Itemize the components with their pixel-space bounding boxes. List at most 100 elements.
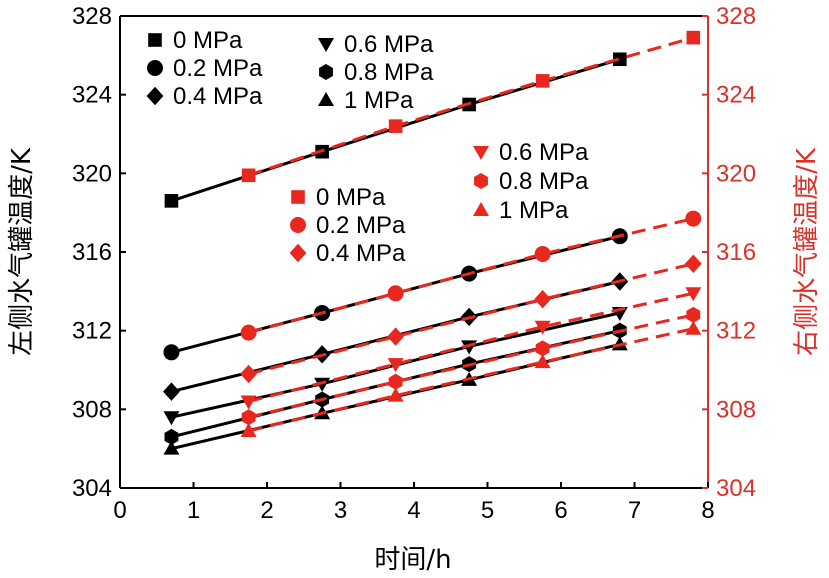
series-line-right-0-6-mpa bbox=[248, 291, 694, 403]
data-point-right-0-4-mpa bbox=[387, 327, 405, 346]
data-point-right-0-4-mpa bbox=[684, 254, 702, 273]
y-left-tick-label: 308 bbox=[72, 396, 112, 423]
y-axis-left-title: 左侧水气罐温度/K bbox=[7, 147, 37, 356]
data-point-left-0-2-mpa bbox=[163, 344, 180, 361]
x-axis-title: 时间/h bbox=[374, 545, 451, 575]
series-right-0-4-mpa bbox=[240, 254, 702, 384]
data-point-left-0-8-mpa bbox=[164, 428, 179, 445]
x-tick-label: 1 bbox=[187, 497, 200, 524]
data-point-right-0-2-mpa bbox=[240, 324, 257, 341]
data-point-right-0-8-mpa bbox=[686, 306, 701, 323]
x-tick-label: 6 bbox=[554, 497, 567, 524]
data-point-right-0-mpa bbox=[241, 168, 256, 183]
data-point-right-0-4-mpa bbox=[534, 290, 552, 309]
legend-label: 0 MPa bbox=[316, 184, 386, 211]
x-tick-label: 0 bbox=[113, 497, 126, 524]
legend-label: 0.2 MPa bbox=[316, 212, 406, 239]
series-line-right-1-mpa bbox=[248, 327, 694, 433]
y-left-tick-label: 304 bbox=[72, 475, 112, 502]
legend-marker bbox=[473, 202, 489, 216]
legend-marker bbox=[319, 64, 333, 80]
legend-marker bbox=[290, 217, 306, 233]
legend-label: 0.6 MPa bbox=[499, 139, 589, 166]
data-point-right-1-mpa bbox=[685, 320, 702, 335]
legend-label: 0.4 MPa bbox=[173, 83, 263, 110]
series-right-0-6-mpa bbox=[240, 287, 702, 410]
legend-label: 0.8 MPa bbox=[344, 59, 434, 86]
y-axis-right-title: 右侧水气罐温度/K bbox=[792, 147, 822, 356]
data-point-right-0-6-mpa bbox=[387, 358, 404, 373]
data-point-right-1-mpa bbox=[387, 387, 404, 402]
data-point-right-0-mpa bbox=[535, 74, 550, 88]
legend-marker bbox=[473, 146, 489, 160]
series-line-right-0-8-mpa bbox=[248, 313, 694, 419]
data-point-left-0-mpa bbox=[164, 194, 179, 208]
data-point-right-1-mpa bbox=[534, 354, 551, 369]
series-right-1-mpa bbox=[240, 320, 702, 437]
data-point-left-0-6-mpa bbox=[314, 377, 331, 392]
data-point-left-0-mpa bbox=[613, 52, 627, 67]
y-right-tick-label: 316 bbox=[716, 239, 756, 266]
data-point-left-1-mpa bbox=[163, 440, 180, 455]
data-point-right-0-6-mpa bbox=[534, 320, 551, 335]
data-point-right-1-mpa bbox=[240, 422, 257, 437]
data-point-right-0-2-mpa bbox=[685, 210, 702, 227]
series-group bbox=[163, 30, 702, 455]
legend-label: 0.6 MPa bbox=[344, 31, 434, 58]
data-point-right-0-mpa bbox=[388, 119, 403, 133]
legend-label: 0.8 MPa bbox=[499, 168, 589, 195]
legend-marker bbox=[318, 92, 334, 106]
x-tick-label: 8 bbox=[701, 497, 714, 524]
data-point-right-0-6-mpa bbox=[240, 395, 257, 410]
data-point-right-0-mpa bbox=[686, 30, 701, 45]
legend-marker bbox=[289, 243, 307, 263]
legend-label: 1 MPa bbox=[499, 197, 569, 224]
y-left-tick-label: 316 bbox=[72, 239, 112, 266]
data-point-right-0-6-mpa bbox=[685, 287, 702, 302]
series-right-0-8-mpa bbox=[241, 306, 701, 426]
series-right-0-2-mpa bbox=[240, 210, 702, 341]
series-right-0-mpa bbox=[241, 30, 701, 183]
data-point-right-0-8-mpa bbox=[241, 409, 256, 426]
y-left-tick-label: 312 bbox=[72, 318, 112, 345]
data-point-right-0-4-mpa bbox=[240, 364, 258, 384]
legend-label: 1 MPa bbox=[344, 87, 414, 114]
legend-label: 0.2 MPa bbox=[173, 55, 263, 82]
legend-marker bbox=[318, 38, 334, 52]
data-point-right-0-8-mpa bbox=[388, 373, 403, 390]
legend-marker bbox=[147, 60, 163, 76]
legend-marker bbox=[474, 173, 488, 189]
y-right-tick-label: 308 bbox=[716, 396, 756, 423]
data-point-right-0-2-mpa bbox=[387, 285, 404, 302]
series-line-right-0-2-mpa bbox=[248, 217, 694, 335]
y-left-tick-label: 324 bbox=[72, 82, 112, 109]
data-point-left-0-6-mpa bbox=[163, 411, 180, 426]
y-right-tick-label: 328 bbox=[716, 3, 756, 30]
legend-label: 0 MPa bbox=[173, 27, 243, 54]
y-right-tick-label: 324 bbox=[716, 82, 756, 109]
data-point-right-0-2-mpa bbox=[534, 245, 551, 262]
x-tick-label: 5 bbox=[481, 497, 494, 524]
y-right-tick-label: 304 bbox=[716, 475, 756, 502]
y-left-tick-label: 328 bbox=[72, 3, 112, 30]
data-point-left-0-4-mpa bbox=[163, 382, 180, 401]
y-right-tick-label: 320 bbox=[716, 160, 756, 187]
series-line-right-0-mpa bbox=[248, 36, 694, 177]
x-tick-label: 7 bbox=[628, 497, 641, 524]
x-tick-label: 3 bbox=[334, 497, 347, 524]
y-right-tick-label: 312 bbox=[716, 318, 756, 345]
legend-marker bbox=[146, 86, 164, 106]
legend-label: 0.4 MPa bbox=[316, 240, 406, 267]
x-tick-label: 4 bbox=[407, 497, 420, 524]
legend-marker bbox=[148, 33, 162, 47]
legend-marker bbox=[291, 190, 305, 204]
x-tick-label: 2 bbox=[260, 497, 273, 524]
series-line-right-0-4-mpa bbox=[248, 262, 694, 376]
